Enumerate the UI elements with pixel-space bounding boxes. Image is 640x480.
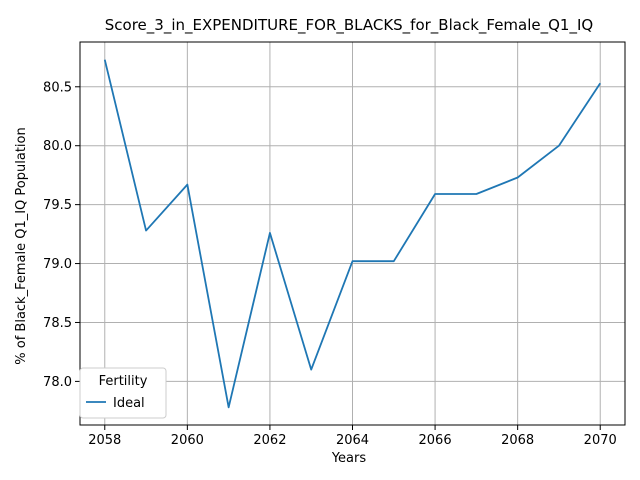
series-line-ideal	[103, 59, 601, 409]
x-tick-label: 2058	[88, 433, 121, 448]
x-tick-label: 2066	[419, 433, 452, 448]
y-tick-label: 78.0	[43, 375, 72, 390]
x-tick-label: 2068	[501, 433, 534, 448]
x-tick-label: 2062	[253, 433, 286, 448]
series-layer	[103, 59, 601, 409]
x-tick-label: 2070	[584, 433, 617, 448]
y-tick-label: 79.5	[43, 198, 72, 213]
x-axis-label: Years	[331, 451, 367, 466]
x-tick-label: 2060	[171, 433, 204, 448]
y-tick-label: 79.0	[43, 257, 72, 272]
y-axis-label: % of Black_Female Q1_IQ Population	[14, 127, 29, 364]
plot-frame	[79, 41, 626, 426]
x-tick-label: 2064	[336, 433, 369, 448]
y-tick-label: 80.5	[43, 80, 72, 95]
y-tick-label: 78.5	[43, 316, 72, 331]
legend-title: Fertility	[99, 374, 148, 389]
legend-box	[79, 367, 167, 419]
chart-title: Score_3_in_EXPENDITURE_FOR_BLACKS_for_Bl…	[105, 16, 593, 35]
legend-label-ideal: Ideal	[113, 396, 145, 411]
legend: Fertility Ideal	[79, 367, 167, 419]
y-tick-label: 80.0	[43, 139, 72, 154]
axis-ticks: 2058 2060 2062 2064 2066 2068 2070 78.0 78.5 79.0…	[43, 80, 617, 448]
